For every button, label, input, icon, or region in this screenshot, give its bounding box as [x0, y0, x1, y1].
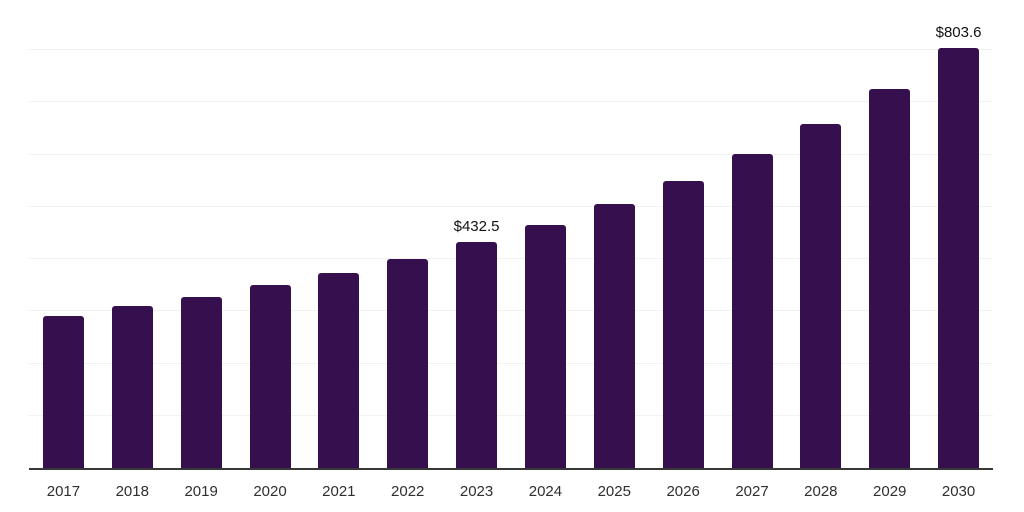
bar-2017: [42, 316, 84, 468]
gridline-100: [29, 414, 993, 416]
gridline-700: [29, 101, 993, 103]
x-axis: 2017 2018 2019 2020 2021 2022 2023 2024 2025 2026…: [29, 483, 993, 503]
bar-2029: [869, 88, 911, 468]
bar-2022: [387, 259, 429, 468]
bar-2030: [938, 48, 980, 468]
bar-2026: [662, 181, 704, 468]
x-tick-2019: 2019: [184, 483, 218, 500]
plot-area: $432.5 $803.6: [29, 0, 993, 470]
x-tick-2024: 2024: [528, 483, 563, 500]
gridline-500: [29, 205, 993, 207]
bar-2025: [593, 203, 635, 468]
x-tick-2030: 2030: [941, 483, 976, 500]
gridline-800: [29, 49, 993, 51]
x-tick-2018: 2018: [115, 483, 149, 500]
bar-2023: [456, 242, 498, 468]
bar-2019: [180, 296, 222, 468]
x-tick-2021: 2021: [322, 483, 356, 500]
bar-2027: [731, 154, 773, 468]
data-label-2030: $803.6: [935, 24, 982, 42]
x-tick-2017: 2017: [46, 483, 81, 500]
x-tick-2027: 2027: [735, 483, 769, 500]
x-tick-2020: 2020: [253, 483, 287, 500]
x-tick-2025: 2025: [597, 483, 631, 500]
gridline-200: [29, 362, 993, 364]
data-label-2023: $432.5: [453, 218, 500, 236]
bar-2021: [318, 272, 360, 468]
gridline-300: [29, 310, 993, 312]
bar-2020: [249, 285, 291, 468]
bar-2024: [524, 225, 566, 468]
x-tick-2023: 2023: [459, 483, 494, 500]
x-tick-2029: 2029: [873, 483, 907, 500]
x-tick-2022: 2022: [391, 483, 425, 500]
x-tick-2028: 2028: [804, 483, 838, 500]
bar-2028: [800, 124, 842, 468]
gridline-400: [29, 258, 993, 260]
x-tick-2026: 2026: [666, 483, 700, 500]
gridline-600: [29, 153, 993, 155]
bar-2018: [111, 306, 153, 468]
